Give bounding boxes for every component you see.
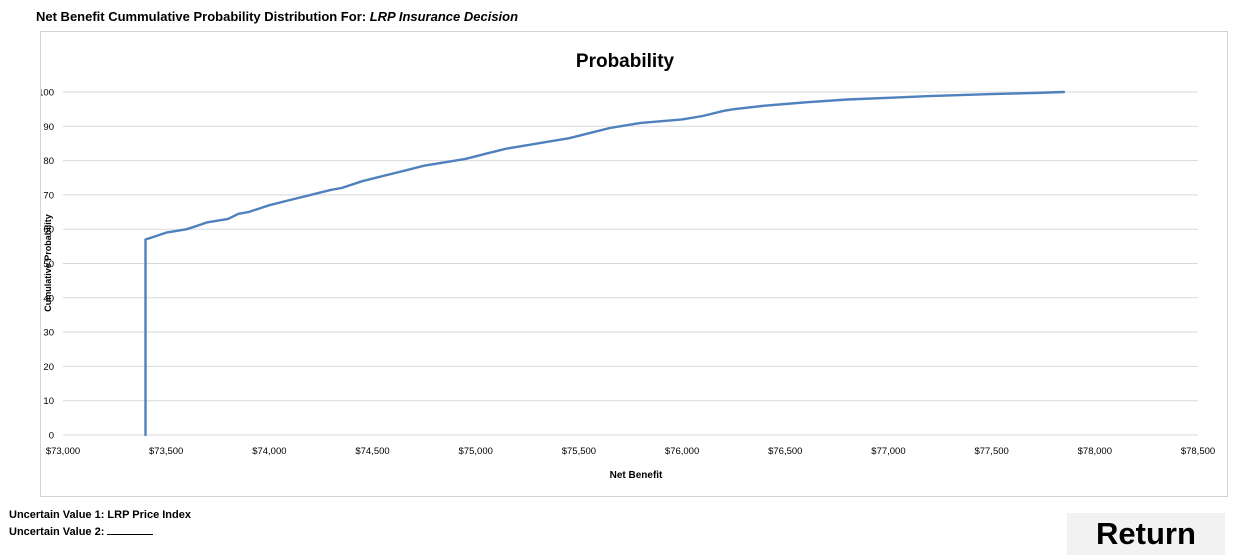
chart-title: Probability	[576, 51, 675, 72]
x-tick-label: $76,500	[768, 446, 802, 457]
x-tick-labels: $73,000 $73,500 $74,000 $74,500 $75,000 $75,5…	[46, 446, 1215, 457]
x-tick-label: $74,000	[252, 446, 286, 457]
page-title: Net Benefit Cummulative Probability Dist…	[36, 9, 518, 24]
x-tick-label: $75,000	[459, 446, 493, 457]
title-prefix: Net Benefit Cummulative Probability Dist…	[36, 9, 367, 24]
uncertain-value-1: Uncertain Value 1: LRP Price Index	[9, 509, 191, 521]
y-tick-label: 20	[43, 362, 54, 373]
cumulative-probability-chart: 0 10 20 30 40 50 60 70 80 90 100 $73,000 $73,500 $74…	[41, 51, 1215, 481]
uncertain-value-2: Uncertain Value 2:	[9, 526, 154, 538]
y-tick-label: 40	[43, 293, 54, 304]
x-tick-label: $74,500	[355, 446, 389, 457]
x-tick-label: $75,500	[562, 446, 596, 457]
y-tick-label: 0	[49, 431, 54, 442]
gridlines	[63, 91, 1198, 436]
y-tick-label: 50	[43, 259, 54, 270]
series-group	[144, 90, 1066, 437]
y-tick-labels: 0 10 20 30 40 50 60 70 80 90 100	[41, 88, 54, 442]
decision-name: LRP Insurance Decision	[369, 9, 519, 24]
y-tick-label: 10	[43, 396, 54, 407]
y-tick-label: 70	[43, 190, 54, 201]
x-tick-label: $73,500	[149, 446, 183, 457]
uncertain-value-2-label: Uncertain Value 2:	[9, 526, 105, 538]
x-tick-label: $77,500	[974, 446, 1008, 457]
uncertain-value-2-blank	[107, 534, 154, 535]
y-axis-label: Cumulative Probability	[43, 214, 53, 312]
x-tick-label: $77,000	[871, 446, 905, 457]
y-tick-label: 90	[43, 122, 54, 133]
chart-frame: 0 10 20 30 40 50 60 70 80 90 100 $73,000 $73,500 $74…	[40, 31, 1228, 497]
y-tick-label: 100	[41, 88, 54, 99]
series-line	[144, 90, 1066, 437]
y-tick-label: 60	[43, 225, 54, 236]
x-axis-label: Net Benefit	[610, 470, 663, 481]
x-tick-label: $76,000	[665, 446, 699, 457]
return-button[interactable]: Return	[1067, 513, 1225, 555]
x-tick-label: $78,500	[1181, 446, 1215, 457]
x-tick-label: $78,000	[1078, 446, 1112, 457]
x-tick-label: $73,000	[46, 446, 80, 457]
y-tick-label: 30	[43, 328, 54, 339]
y-tick-label: 80	[43, 156, 54, 167]
